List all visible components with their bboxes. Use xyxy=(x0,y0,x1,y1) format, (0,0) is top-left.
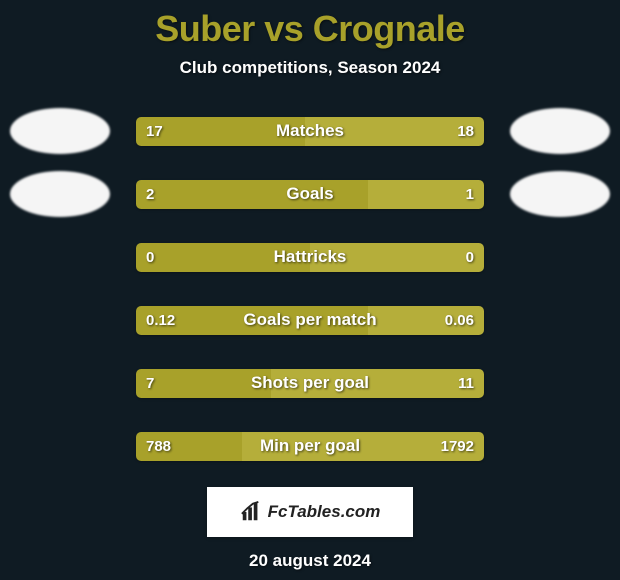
avatar-spacer xyxy=(10,423,110,469)
stat-bar-right xyxy=(310,243,484,272)
stat-bar: 0.120.06Goals per match xyxy=(136,306,484,335)
avatar-spacer xyxy=(10,297,110,343)
date-text: 20 august 2024 xyxy=(249,551,371,571)
stat-bar-left xyxy=(136,180,368,209)
stat-bar-left xyxy=(136,369,271,398)
avatar-spacer xyxy=(10,234,110,280)
avatar-spacer xyxy=(510,360,610,406)
stat-row: 7881792Min per goal xyxy=(0,423,620,469)
stat-value-left: 17 xyxy=(146,117,163,146)
brand-text: FcTables.com xyxy=(268,502,381,522)
stat-value-left: 7 xyxy=(146,369,154,398)
player-avatar-left xyxy=(10,108,110,154)
stats-card: Suber vs Crognale Club competitions, Sea… xyxy=(0,0,620,580)
stat-bar-right xyxy=(271,369,484,398)
stat-value-right: 0 xyxy=(466,243,474,272)
stat-bar: 21Goals xyxy=(136,180,484,209)
player-avatar-left xyxy=(10,171,110,217)
stat-value-left: 2 xyxy=(146,180,154,209)
stat-value-right: 18 xyxy=(457,117,474,146)
stat-row: 0.120.06Goals per match xyxy=(0,297,620,343)
stat-bar: 1718Matches xyxy=(136,117,484,146)
player-avatar-right xyxy=(510,171,610,217)
stat-bar: 00Hattricks xyxy=(136,243,484,272)
stat-value-right: 0.06 xyxy=(445,306,474,335)
brand-badge: FcTables.com xyxy=(207,487,413,537)
avatar-spacer xyxy=(510,423,610,469)
page-title: Suber vs Crognale xyxy=(155,8,465,50)
avatar-spacer xyxy=(510,234,610,280)
stat-row: 21Goals xyxy=(0,171,620,217)
avatar-spacer xyxy=(10,360,110,406)
stat-value-right: 11 xyxy=(458,369,474,398)
subtitle: Club competitions, Season 2024 xyxy=(180,58,441,78)
stat-row: 00Hattricks xyxy=(0,234,620,280)
stat-value-left: 0.12 xyxy=(146,306,175,335)
stat-value-left: 788 xyxy=(146,432,171,461)
avatar-spacer xyxy=(510,297,610,343)
stat-bar: 711Shots per goal xyxy=(136,369,484,398)
stat-value-right: 1792 xyxy=(441,432,474,461)
stat-bar: 7881792Min per goal xyxy=(136,432,484,461)
stat-bar-left xyxy=(136,243,310,272)
stat-value-left: 0 xyxy=(146,243,154,272)
stat-row: 1718Matches xyxy=(0,108,620,154)
stat-row: 711Shots per goal xyxy=(0,360,620,406)
chart-icon xyxy=(240,501,262,523)
stats-chart: 1718Matches21Goals00Hattricks0.120.06Goa… xyxy=(0,108,620,469)
stat-value-right: 1 xyxy=(466,180,474,209)
player-avatar-right xyxy=(510,108,610,154)
